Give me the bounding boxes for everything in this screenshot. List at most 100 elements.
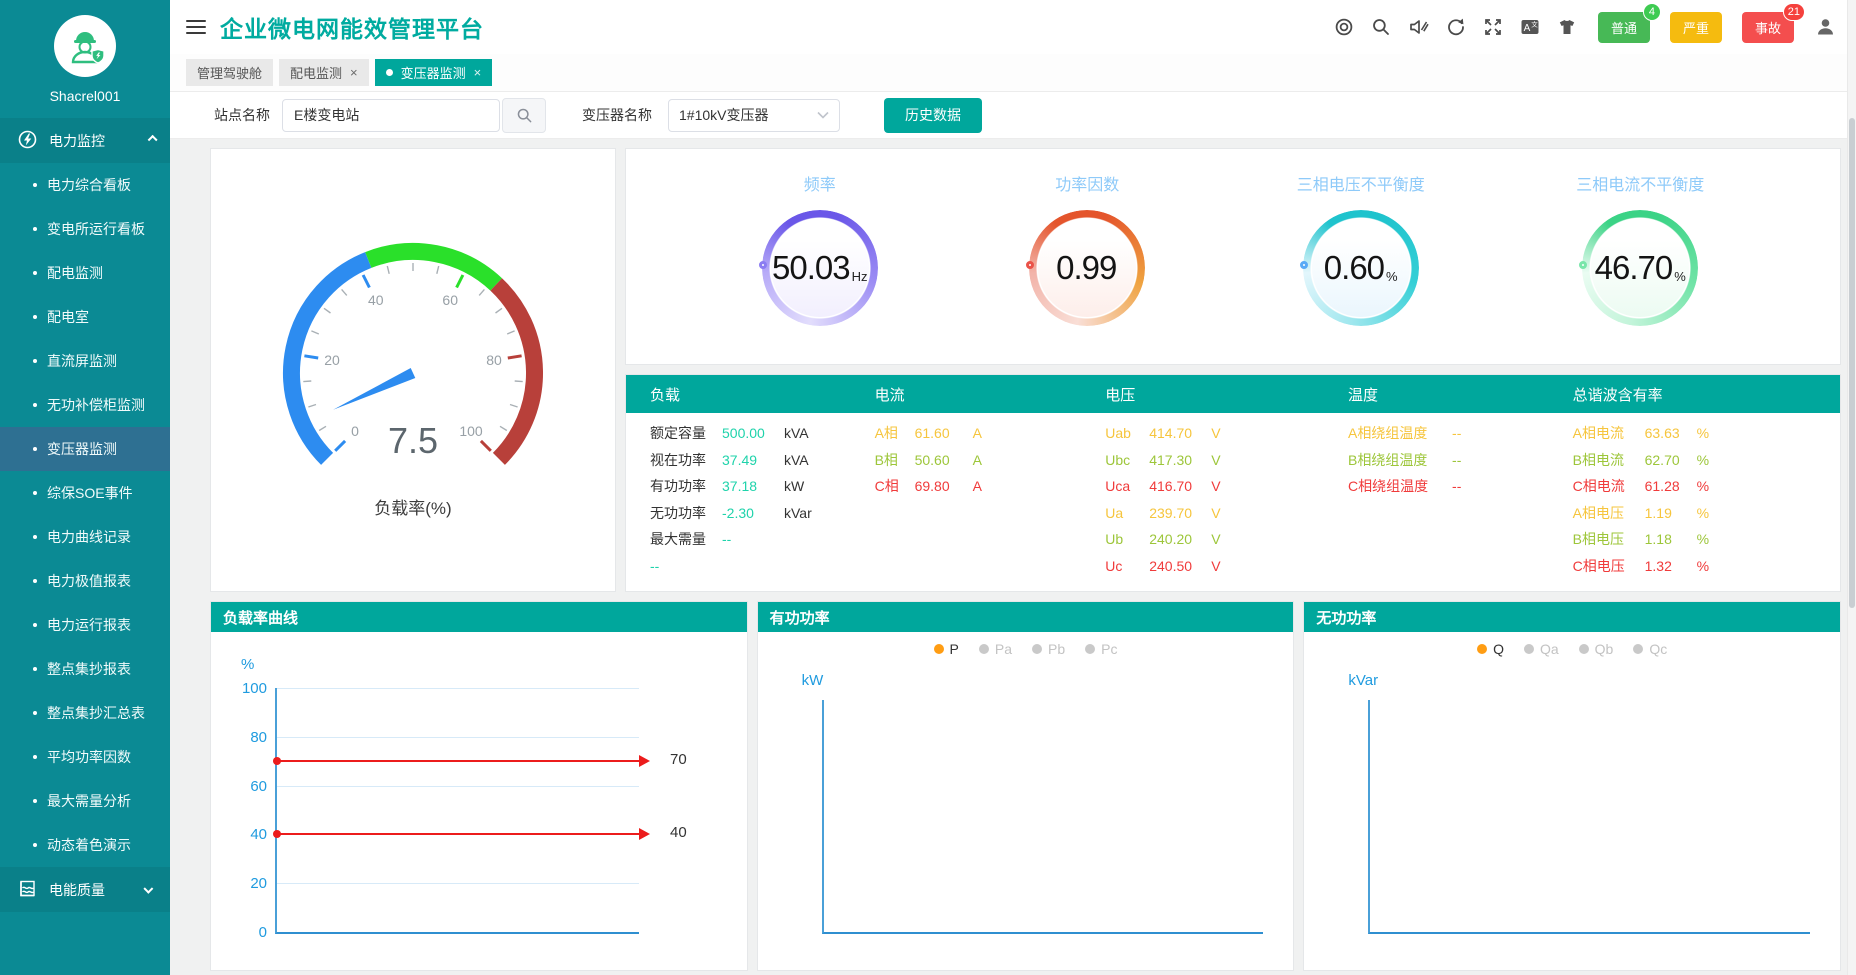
svg-text:60: 60 [442,292,458,308]
measurement-table: 负载 电流 电压 温度 总谐波含有率 额定容量 500.00 kVA 视在功率 37.49 kVA… [625,374,1841,592]
sidebar-item[interactable]: 动态着色演示 [0,823,170,867]
sidebar-item[interactable]: 变压器监测 [0,427,170,471]
alarm-badge: 21 [1782,2,1805,21]
scrollbar-thumb[interactable] [1849,118,1855,608]
history-data-button[interactable]: 历史数据 [884,97,982,133]
close-icon[interactable]: × [473,65,482,80]
sidebar-group-1[interactable]: 电能质量 [0,867,170,912]
cell-unit: V [1211,504,1221,521]
sidebar-group-0[interactable]: 电力监控 [0,118,170,163]
table-column-header: 温度 [1348,386,1379,404]
cell-value: 240.50 [1149,557,1193,574]
cell-label: 最大需量 [650,531,706,548]
kpi-ring-gauge: 0.60% [1299,210,1419,326]
sidebar-item-label: 电力曲线记录 [47,529,131,545]
legend-item-Qc[interactable]: Qc [1633,641,1667,657]
plot-area [821,700,1264,934]
sidebar-item[interactable]: 最大需量分析 [0,779,170,823]
close-icon[interactable]: × [350,65,358,80]
cell-label: A相电流 [1572,425,1624,442]
cell-unit: V [1211,451,1221,468]
tab[interactable]: 管理驾驶舱 [186,59,274,86]
legend-item-Qb[interactable]: Qb [1578,641,1613,657]
quality-icon [18,879,37,901]
alarm-button[interactable]: 严重 [1669,11,1722,43]
legend-item-Pa[interactable]: Pa [978,641,1012,657]
cell-value: 1.18 [1644,531,1672,548]
markline-arrow-icon [638,755,650,768]
fullscreen-icon[interactable] [1483,17,1503,37]
avatar[interactable] [54,15,116,77]
table-row: 最大需量 -- [626,526,851,553]
sidebar-item[interactable]: 无功补偿柜监测 [0,383,170,427]
y-tick-label: 60 [250,777,267,795]
cell-unit: kVar [784,504,812,521]
legend-item-Qa[interactable]: Qa [1523,641,1559,657]
table-column: A相绕组温度 -- B相绕组温度 -- C相绕组温度 -- [1324,420,1549,591]
legend-item-P[interactable]: P [933,641,959,657]
table-column-header: 负载 [650,386,681,404]
sidebar-item[interactable]: 直流屏监测 [0,339,170,383]
theme-shirt-icon[interactable] [1557,17,1577,37]
sidebar-item[interactable]: 配电室 [0,295,170,339]
chart-body: % 0 20 40 60 80 100 70 40 [211,632,747,970]
hamburger-menu-icon[interactable] [186,16,206,38]
kpi-label: 三相电流不平衡度 [1576,177,1705,194]
sidebar-item[interactable]: 整点集抄汇总表 [0,691,170,735]
sidebar-item[interactable]: 配电监测 [0,251,170,295]
content-area: 0 20 40 60 80 100 7.5 负载率(%) 频率 50.03 Hz 功率因数 0.99… [170,139,1856,975]
search-icon[interactable] [1371,17,1391,37]
bullet-icon [33,183,37,187]
site-name-input[interactable] [282,98,500,132]
sidebar-item[interactable]: 电力运行报表 [0,603,170,647]
sidebar-item[interactable]: 平均功率因数 [0,735,170,779]
legend-dot-icon [1633,644,1644,654]
tab[interactable]: 配电监测 × [279,59,369,86]
legend-item-Pc[interactable]: Pc [1085,641,1117,657]
cell-value: 1.19 [1644,504,1672,521]
sidebar-item[interactable]: 整点集抄报表 [0,647,170,691]
gridline [277,688,639,689]
bullet-icon [33,755,37,759]
ring-marker-icon [758,261,767,269]
axis-unit-label: % [241,656,255,673]
table-row: B相 50.60 A [851,447,1082,474]
sound-muted-icon[interactable] [1408,17,1429,37]
legend-item-Q[interactable]: Q [1477,641,1504,657]
table-row: A相绕组温度 -- [1324,420,1549,447]
chart-title: 有功功率 [757,602,1294,632]
legend-item-Pb[interactable]: Pb [1032,641,1065,657]
chart-title: 无功功率 [1304,602,1841,632]
svg-text:80: 80 [486,352,502,368]
search-button[interactable] [502,97,546,133]
user-icon[interactable] [1815,17,1836,37]
alarm-button[interactable]: 事故 21 [1741,2,1805,43]
table-row: B相绕组温度 -- [1324,447,1549,474]
cell-value: 1.32 [1644,557,1672,574]
refresh-icon[interactable] [1446,17,1466,37]
sidebar-item[interactable]: 电力综合看板 [0,163,170,207]
sidebar-item[interactable]: 综保SOE事件 [0,471,170,515]
sidebar-item[interactable]: 电力极值报表 [0,559,170,603]
tab[interactable]: 变压器监测 × [374,59,493,86]
bullet-icon [33,271,37,275]
cell-label: Uca [1105,478,1131,495]
tab-label: 管理驾驶舱 [197,66,263,81]
alarm-button[interactable]: 普通 4 [1597,2,1661,43]
sidebar-item[interactable]: 电力曲线记录 [0,515,170,559]
sidebar-item-label: 整点集抄报表 [47,661,131,677]
sidebar-item-label: 电力综合看板 [47,177,131,193]
table-row: 有功功率 37.18 kW [626,473,851,500]
table-row: Uc 240.50 V [1081,553,1324,580]
cell-value: 61.60 [914,425,950,442]
y-tick-label: 100 [241,680,267,697]
table-row: Uca 416.70 V [1081,473,1324,500]
transformer-select[interactable]: 1#10kV变压器 [668,98,840,132]
table-row: Ua 239.70 V [1081,500,1324,527]
chart-panel-load-rate-curve: 负载率曲线% 0 20 40 60 80 100 70 40 [210,601,748,971]
sidebar-item[interactable]: 变电所运行看板 [0,207,170,251]
table-column-header: 总谐波含有率 [1572,386,1663,404]
target-icon[interactable] [1334,17,1354,37]
window-scrollbar[interactable] [1847,0,1856,975]
